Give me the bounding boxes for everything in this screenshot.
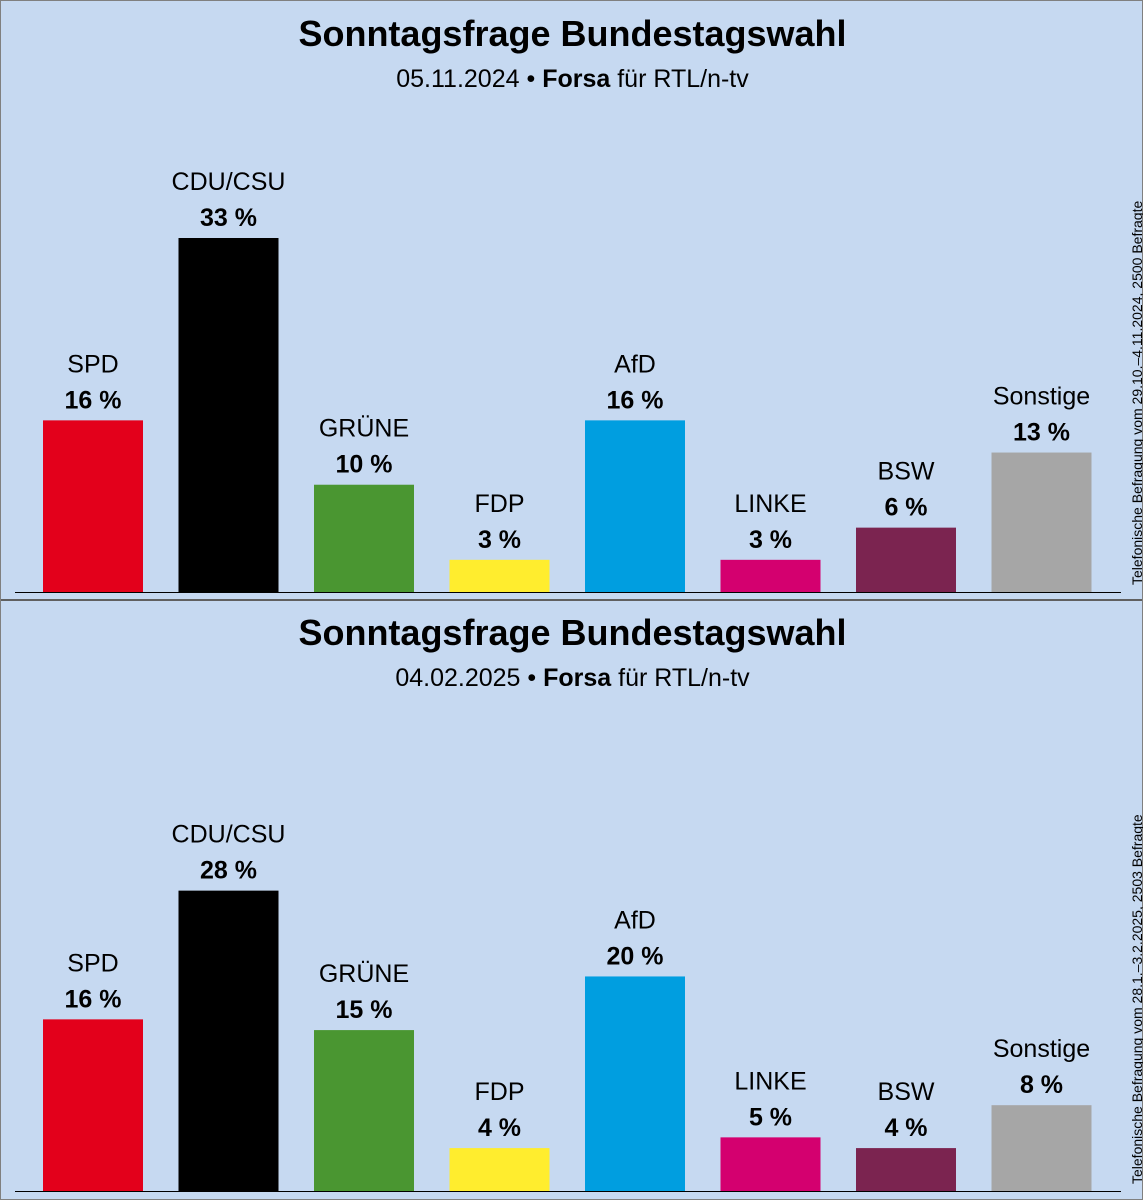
value-label: 4 % bbox=[478, 1114, 521, 1142]
category-label: FDP bbox=[475, 490, 525, 518]
bar-bsw bbox=[856, 527, 956, 592]
bar-sonstige bbox=[991, 452, 1092, 592]
category-label: FDP bbox=[475, 1078, 525, 1106]
separator: • bbox=[526, 65, 536, 93]
category-label: SPD bbox=[67, 949, 118, 977]
institute-name: Forsa bbox=[543, 664, 612, 692]
category-label: Sonstige bbox=[993, 383, 1090, 411]
bar-linke bbox=[720, 1137, 821, 1191]
value-label: 4 % bbox=[884, 1114, 927, 1142]
poll-date: 05.11.2024 bbox=[396, 65, 520, 93]
chart-title: Sonntagsfrage Bundestagswahl bbox=[298, 13, 847, 54]
category-label: AfD bbox=[614, 906, 656, 934]
category-label: GRÜNE bbox=[319, 960, 409, 988]
value-label: 15 % bbox=[336, 996, 393, 1024]
panel-divider bbox=[1, 599, 1142, 601]
bar-afd bbox=[585, 976, 685, 1191]
value-label: 5 % bbox=[749, 1103, 792, 1131]
bar-afd bbox=[585, 420, 685, 592]
value-label: 16 % bbox=[65, 386, 122, 414]
institute-name: Forsa bbox=[542, 65, 611, 93]
bar-chart: 16 % SPD 28 % CDU/CSU 15 % GRÜNE 4 % FDP 20 % AfD… bbox=[15, 821, 1121, 1192]
bar-chart: 16 % SPD 33 % CDU/CSU 10 % GRÜNE 3 % FDP 16 % AfD… bbox=[15, 168, 1121, 593]
category-label: BSW bbox=[878, 1078, 935, 1106]
value-label: 28 % bbox=[200, 857, 257, 885]
bar-linke bbox=[720, 559, 821, 592]
bar-spd bbox=[43, 1019, 143, 1191]
value-label: 20 % bbox=[607, 942, 664, 970]
value-label: 8 % bbox=[1020, 1071, 1063, 1099]
category-label: SPD bbox=[67, 350, 118, 378]
bar-fdp bbox=[449, 1148, 550, 1191]
client-name: für RTL/n-tv bbox=[618, 664, 750, 692]
bar-gr-ne bbox=[314, 1030, 414, 1191]
chart-title: Sonntagsfrage Bundestagswahl bbox=[298, 612, 847, 653]
bar-bsw bbox=[856, 1148, 956, 1191]
chart-subtitle: 04.02.2025 • Forsa für RTL/n-tv bbox=[1, 664, 1143, 693]
client-name: für RTL/n-tv bbox=[617, 65, 749, 93]
value-label: 6 % bbox=[884, 494, 927, 522]
category-label: CDU/CSU bbox=[172, 821, 286, 849]
value-label: 16 % bbox=[607, 386, 664, 414]
bar-cdu-csu bbox=[178, 890, 279, 1191]
bar-sonstige bbox=[991, 1105, 1092, 1191]
category-label: LINKE bbox=[734, 490, 806, 518]
category-label: LINKE bbox=[734, 1067, 806, 1095]
bar-fdp bbox=[449, 559, 550, 592]
category-label: AfD bbox=[614, 350, 656, 378]
bar-gr-ne bbox=[314, 484, 414, 592]
poll-date: 04.02.2025 bbox=[395, 664, 521, 692]
value-label: 10 % bbox=[336, 451, 393, 479]
category-label: GRÜNE bbox=[319, 415, 409, 443]
category-label: CDU/CSU bbox=[172, 168, 286, 196]
value-label: 33 % bbox=[200, 204, 257, 232]
poll-panel-2: Sonntagsfrage Bundestagswahl 04.02.2025 … bbox=[1, 600, 1143, 1199]
value-label: 13 % bbox=[1013, 419, 1070, 447]
chart-subtitle: 05.11.2024 • Forsa für RTL/n-tv bbox=[1, 65, 1143, 94]
category-label: Sonstige bbox=[993, 1035, 1090, 1063]
poll-panel-1: Sonntagsfrage Bundestagswahl 05.11.2024 … bbox=[1, 1, 1143, 599]
value-label: 3 % bbox=[478, 526, 521, 554]
category-label: BSW bbox=[878, 458, 935, 486]
value-label: 16 % bbox=[65, 985, 122, 1013]
bar-spd bbox=[43, 420, 143, 592]
bar-cdu-csu bbox=[178, 238, 279, 592]
value-label: 3 % bbox=[749, 526, 792, 554]
separator: • bbox=[527, 664, 537, 692]
